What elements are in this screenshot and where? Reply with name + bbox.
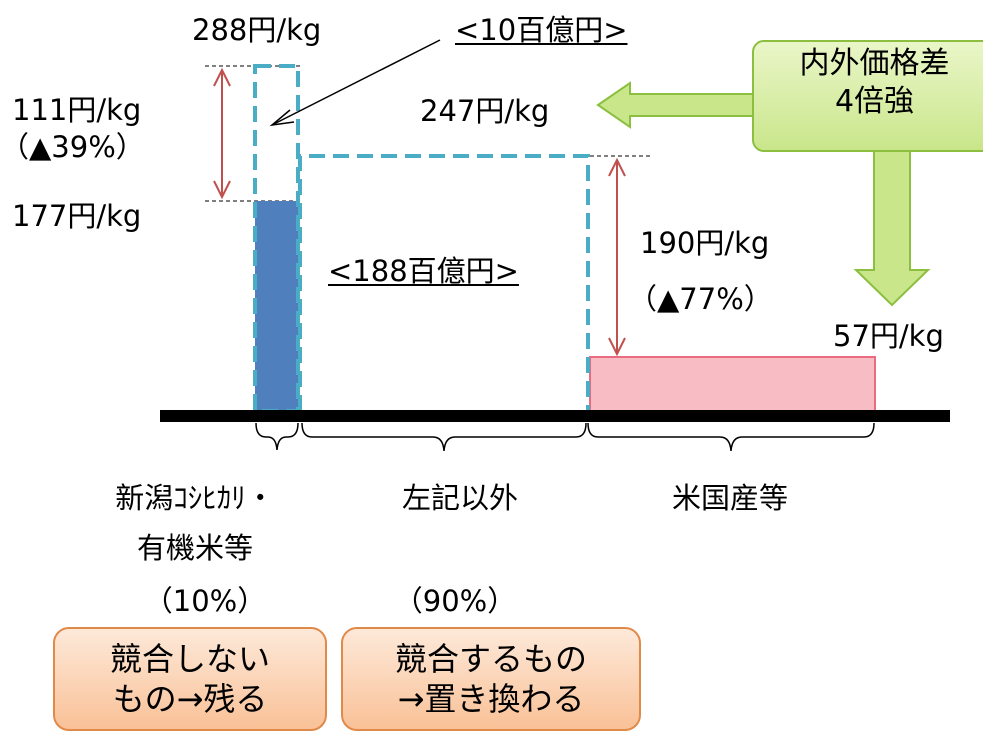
- brace-other: [301, 422, 587, 452]
- diff-arrow-us: [608, 157, 626, 357]
- compete-box: 競合するもの →置き換わる: [341, 627, 641, 731]
- niigata-share-label: （10%）: [143, 584, 267, 618]
- base-axis: [160, 410, 950, 422]
- us-category-label: 米国産等: [671, 481, 788, 515]
- us-price-label: 57円/kg: [833, 319, 944, 353]
- no-compete-line1: 競合しない: [109, 640, 270, 678]
- other-dashed-outline: [298, 154, 590, 411]
- brace-niigata: [255, 422, 299, 451]
- price-gap-box: 内外価格差 4倍強: [752, 40, 983, 152]
- diff-niigata-label: 111円/kg: [12, 93, 142, 127]
- niigata-category-line1: 新潟ｺｼﾋｶﾘ・: [115, 481, 275, 515]
- niigata-price-label: 177円/kg: [12, 199, 142, 233]
- brace-us: [587, 422, 875, 452]
- niigata-amount-label: <10百億円>: [455, 13, 628, 47]
- diff-us-label: 190円/kg: [640, 226, 770, 260]
- diff-us-pct-label: （▲77%）: [628, 282, 773, 316]
- pointer-arrow: [269, 39, 441, 127]
- green-arrow-left: [596, 81, 759, 129]
- no-compete-line2: もの→残る: [112, 680, 268, 718]
- compete-line1: 競合するもの: [394, 640, 587, 678]
- diff-niigata-pct-label: （▲39%）: [0, 130, 145, 164]
- no-compete-box: 競合しない もの→残る: [53, 627, 327, 731]
- diff-arrow-niigata: [213, 67, 231, 200]
- price-gap-line1: 内外価格差: [799, 46, 950, 81]
- price-gap-line2: 4倍強: [834, 84, 915, 119]
- domestic-price-label: 247円/kg: [420, 94, 550, 128]
- top-price-label: 288円/kg: [192, 13, 322, 47]
- niigata-category-line2: 有機米等: [136, 531, 253, 565]
- other-amount-label: <188百億円>: [328, 254, 519, 288]
- niigata-bar: [255, 201, 298, 411]
- other-share-label: （90%）: [393, 584, 517, 618]
- other-category-label: 左記以外: [401, 481, 518, 515]
- green-arrow-down: [853, 147, 931, 307]
- us-rice-bar: [589, 356, 876, 412]
- compete-line2: →置き換わる: [397, 680, 585, 718]
